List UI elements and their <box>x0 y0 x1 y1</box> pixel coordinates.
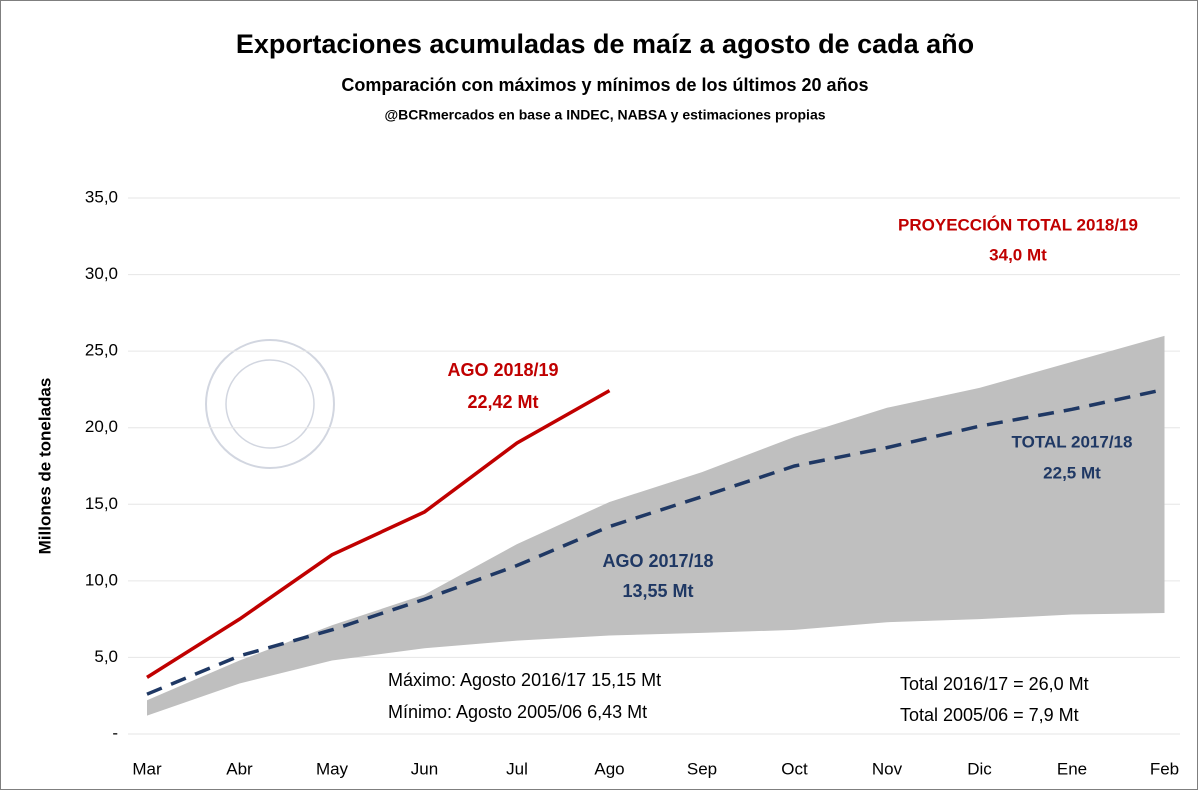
annotation: Total 2005/06 = 7,9 Mt <box>900 705 1079 725</box>
x-tick-label: May <box>316 759 349 778</box>
y-tick-label: 35,0 <box>85 187 118 206</box>
x-tick-label: Abr <box>226 759 253 778</box>
series-line <box>146 387 1165 696</box>
x-tick-label: Feb <box>1150 759 1179 778</box>
y-tick-label: 30,0 <box>85 264 118 283</box>
range-band <box>147 335 1165 716</box>
x-tick-label: Mar <box>132 759 162 778</box>
annotation: Máximo: Agosto 2016/17 15,15 Mt <box>388 670 661 690</box>
y-tick-label: 20,0 <box>85 417 118 436</box>
annotation: 22,5 Mt <box>1043 463 1101 482</box>
annotation: AGO 2018/19 <box>447 360 558 380</box>
x-tick-label: Ago <box>594 759 624 778</box>
annotation: Mínimo: Agosto 2005/06 6,43 Mt <box>388 702 647 722</box>
x-tick-label: Jun <box>411 759 438 778</box>
annotation: 22,42 Mt <box>467 392 538 412</box>
chart-subtitle: Comparación con máximos y mínimos de los… <box>341 75 868 95</box>
annotation: 34,0 Mt <box>989 245 1047 264</box>
x-tick-label: Dic <box>967 759 992 778</box>
x-tick-label: Ene <box>1057 759 1087 778</box>
y-tick-label: 15,0 <box>85 494 118 513</box>
watermark <box>205 339 335 469</box>
annotation: PROYECCIÓN TOTAL 2018/19 <box>898 215 1138 234</box>
x-tick-label: Sep <box>687 759 717 778</box>
annotation: 13,55 Mt <box>622 581 693 601</box>
annotation: Total 2016/17 = 26,0 Mt <box>900 674 1089 694</box>
y-tick-label: 10,0 <box>85 570 118 589</box>
annotation: TOTAL 2017/18 <box>1012 432 1133 451</box>
chart-title: Exportaciones acumuladas de maíz a agost… <box>236 29 974 59</box>
x-tick-label: Oct <box>781 759 808 778</box>
x-tick-label: Jul <box>506 759 528 778</box>
chart-source: @BCRmercados en base a INDEC, NABSA y es… <box>384 107 825 123</box>
x-tick-label: Nov <box>872 759 903 778</box>
annotation: AGO 2017/18 <box>602 551 713 571</box>
y-axis-label: Millones de toneladas <box>35 378 54 555</box>
logo-ring <box>205 339 335 469</box>
logo-ring <box>225 359 315 449</box>
series-line <box>146 389 611 679</box>
y-tick-label: 5,0 <box>94 647 118 666</box>
y-tick-label: 25,0 <box>85 341 118 360</box>
y-tick-label: - <box>112 723 118 742</box>
